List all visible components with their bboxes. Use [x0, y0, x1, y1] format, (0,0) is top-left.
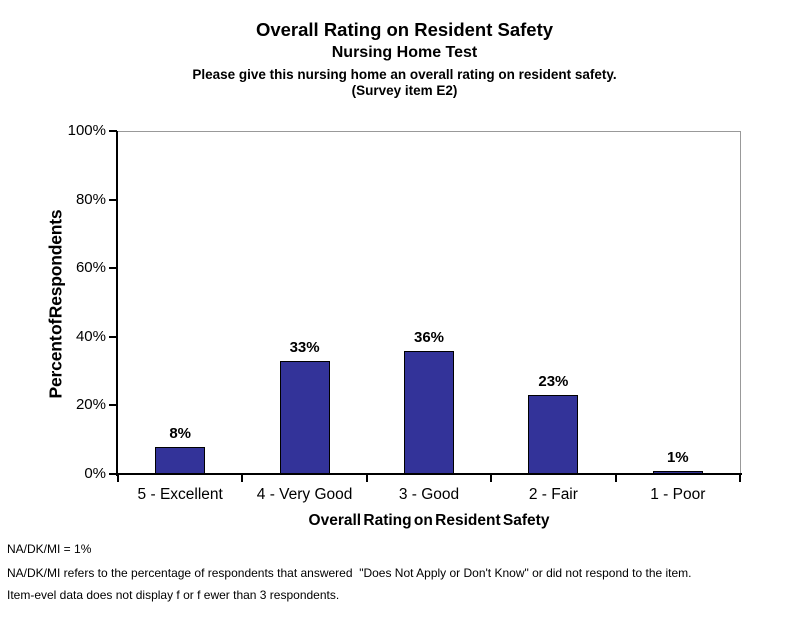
x-axis-line: [116, 473, 742, 475]
bar-4-very-good: [279, 360, 330, 474]
y-tick-mark: [109, 335, 117, 338]
bar-5-excellent: [155, 446, 206, 474]
bar-value-label: 23%: [538, 373, 569, 391]
y-tick-label: 80%: [75, 190, 106, 208]
y-tick-label: 20%: [75, 396, 106, 414]
chart-subtitle: Nursing Home Test: [331, 44, 478, 61]
x-tick-mark: [117, 475, 119, 482]
x-category-label: 2 - Fair: [528, 486, 578, 503]
y-tick-mark: [109, 267, 117, 270]
x-axis-title: Overall Rating on Resident Safety: [308, 512, 550, 529]
x-category-label: 1 - Poor: [650, 486, 706, 503]
survey-item-label: (Survey item E2): [351, 83, 458, 98]
y-tick-mark: [109, 198, 117, 201]
y-axis-line: [116, 131, 118, 476]
bar-1-poor: [652, 470, 703, 474]
x-tick-mark: [614, 475, 617, 482]
y-tick-label: 40%: [75, 327, 106, 345]
footnote-na-dk-mi-definition: NA/DK/MI refers to the percentage of res…: [7, 566, 692, 580]
x-tick-mark: [365, 475, 368, 482]
x-tick-mark: [241, 475, 244, 482]
x-category-label: 5 - Excellent: [137, 486, 223, 503]
y-tick-mark: [109, 473, 117, 475]
footnote-item-level-display: Item-evel data does not display f or f e…: [7, 588, 340, 602]
y-tick-mark: [109, 404, 117, 407]
y-tick-label: 60%: [75, 259, 106, 277]
bar-value-label: 36%: [413, 328, 445, 346]
bar-2-fair: [528, 395, 579, 474]
y-axis-title: Percent of Respondents: [45, 209, 66, 399]
bar-value-label: 1%: [666, 448, 689, 466]
chart-title: Overall Rating on Resident Safety: [255, 19, 554, 40]
footnote-na-dk-mi-value: NA/DK/MI = 1%: [7, 542, 92, 556]
x-tick-mark: [739, 475, 741, 482]
bar-value-label: 8%: [169, 424, 192, 442]
y-tick-label: 100%: [67, 122, 106, 139]
x-category-label: 4 - Very Good: [256, 486, 353, 503]
y-tick-label: 0%: [84, 465, 106, 482]
x-category-label: 3 - Good: [398, 486, 460, 503]
y-tick-mark: [109, 130, 117, 132]
bar-3-good: [404, 350, 454, 474]
survey-question-text: Please give this nursing home an overall…: [192, 67, 617, 82]
x-tick-mark: [490, 475, 493, 482]
bar-value-label: 33%: [289, 338, 320, 356]
